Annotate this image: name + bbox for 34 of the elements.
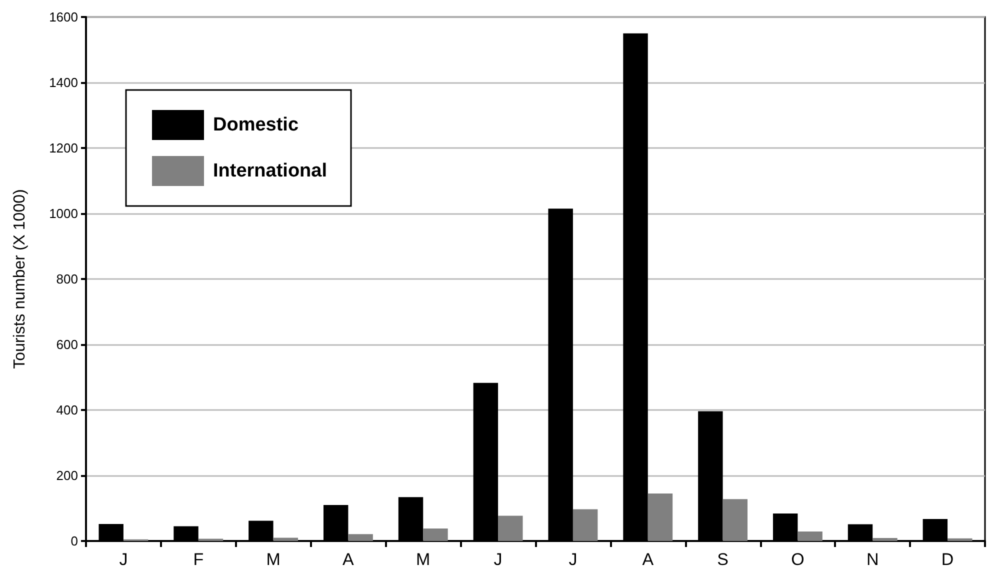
y-tick-label: 1200 [49,140,78,156]
x-tick-label: J [119,550,128,569]
bar [348,534,373,541]
bar [273,538,298,541]
y-axis-title: Tourists number (X 1000) [12,189,28,369]
y-tick-label: 1000 [49,206,78,221]
bar [948,538,972,541]
x-tick-label: M [266,550,280,569]
y-tick-label: 800 [56,272,78,286]
x-tick-label: J [568,550,578,569]
x-tick-label: J [494,550,502,569]
y-tick-label: 600 [56,337,78,352]
y-tick-label: 400 [56,402,78,418]
x-tick-label: D [941,550,954,569]
x-tick-label: S [717,550,728,569]
bar [423,528,448,541]
x-tick-label: N [866,550,879,569]
bar [498,516,523,541]
bar [798,532,822,541]
bar [722,499,748,541]
y-tick-label: 200 [56,468,78,483]
bar [872,538,898,541]
x-tick-label: A [342,550,355,569]
y-tick-label: 1400 [49,75,78,90]
legend-label: Domestic [213,114,299,136]
y-tick-label: 0 [70,534,78,548]
y-tick-label: 1600 [49,10,78,24]
x-tick-label: A [642,550,654,569]
x-tick-label: F [193,550,204,569]
bar [572,509,598,541]
bar [648,494,673,541]
x-tick-label: M [416,550,430,569]
x-tick-label: O [791,550,804,569]
legend-label: International [213,160,328,182]
